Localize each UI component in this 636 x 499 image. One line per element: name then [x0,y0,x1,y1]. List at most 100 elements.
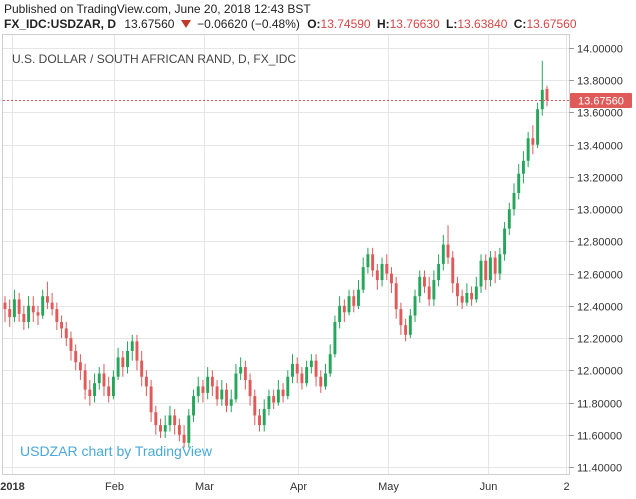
candle-body [408,315,412,335]
candle-body [215,386,219,400]
candle [380,257,384,287]
candle [521,151,525,184]
published-line: Published on TradingView.com, June 20, 2… [4,2,311,16]
candle [512,183,516,216]
candle-body [512,193,516,210]
candle [517,164,521,200]
candle-body [196,386,200,397]
candle [116,347,120,380]
candle-body [385,263,389,274]
candle-body [78,362,82,371]
candle [159,418,162,438]
candle-body [300,373,304,384]
candle-body [521,160,525,174]
candle [385,254,389,281]
y-tick-label: 13.20000 [577,173,623,185]
candle [470,286,474,306]
x-tick-label: 2 [563,481,569,493]
candle [281,383,285,403]
candle [187,408,191,448]
plot-border [2,34,570,475]
candle [460,289,464,310]
candle-body [281,389,285,397]
candle [422,270,426,293]
candle-body [243,367,247,380]
candle [55,302,59,331]
candle-body [177,425,181,435]
candle [102,363,106,397]
y-tick-label: 11.80000 [577,399,622,411]
candle [267,389,271,416]
candle-body [182,434,186,443]
candle-body [418,276,422,297]
candle [286,370,290,400]
candle-body [545,88,549,101]
candle [375,263,379,290]
candle [366,247,370,274]
candle-body [460,296,464,303]
candle-body [470,292,474,300]
candle [488,251,492,287]
y-axis: 14.00000 13.80000 13.60000 13.40000 13.20000… [569,44,623,475]
candle-body [526,138,530,161]
x-tick-label: Mar [195,481,214,493]
candle-body [338,305,342,322]
candle-body [41,296,45,316]
candle [154,405,158,435]
grid-lines [3,35,569,474]
candle-body [83,370,87,390]
candle [427,276,431,306]
candle [526,131,530,168]
candle-body [333,321,337,355]
y-tick-label: 11.60000 [577,431,622,443]
candle-body [319,376,323,387]
candle-body [64,328,68,339]
candle [215,379,219,406]
candle-body [484,260,488,281]
candle [324,363,327,390]
candle [258,408,261,432]
candle [210,370,214,397]
close-label: C: [513,17,527,31]
candle [229,389,233,413]
candle-body [366,254,370,268]
candle-body [493,257,497,274]
candle [305,360,309,387]
candle [107,376,111,403]
candle-body [465,292,469,303]
y-tick-label: 12.60000 [577,270,623,282]
candle-body [394,283,398,310]
close-value: 13.67560 [526,17,577,31]
candle [83,363,87,400]
chart-title: U.S. DOLLAR / SOUTH AFRICAN RAND, D, FX_… [12,52,296,66]
candle [333,315,337,358]
y-tick-label: 12.40000 [577,302,623,314]
candle [41,289,45,319]
candle [8,299,12,327]
y-tick-label: 13.60000 [577,108,623,120]
candle-body [173,415,177,426]
candle [432,270,436,306]
x-tick-label: 2018 [0,481,24,493]
candle [451,251,455,293]
candle-body [422,276,426,287]
candle [78,354,82,380]
candle-body [272,396,276,403]
candle [507,202,511,235]
candle-body [455,283,459,297]
candle-body [8,309,12,318]
candle-body [187,415,191,443]
candle-body [55,309,59,322]
candle-body [107,386,111,397]
candle-body [126,350,130,368]
candle [206,367,210,400]
candle-body [427,286,431,300]
watermark[interactable]: USDZAR chart by TradingView [20,443,213,459]
candle-body [69,338,73,351]
last-price-badge [570,93,632,108]
candle-body [375,270,379,281]
candle [484,254,488,290]
candle-body [390,273,393,284]
candle [479,254,483,293]
